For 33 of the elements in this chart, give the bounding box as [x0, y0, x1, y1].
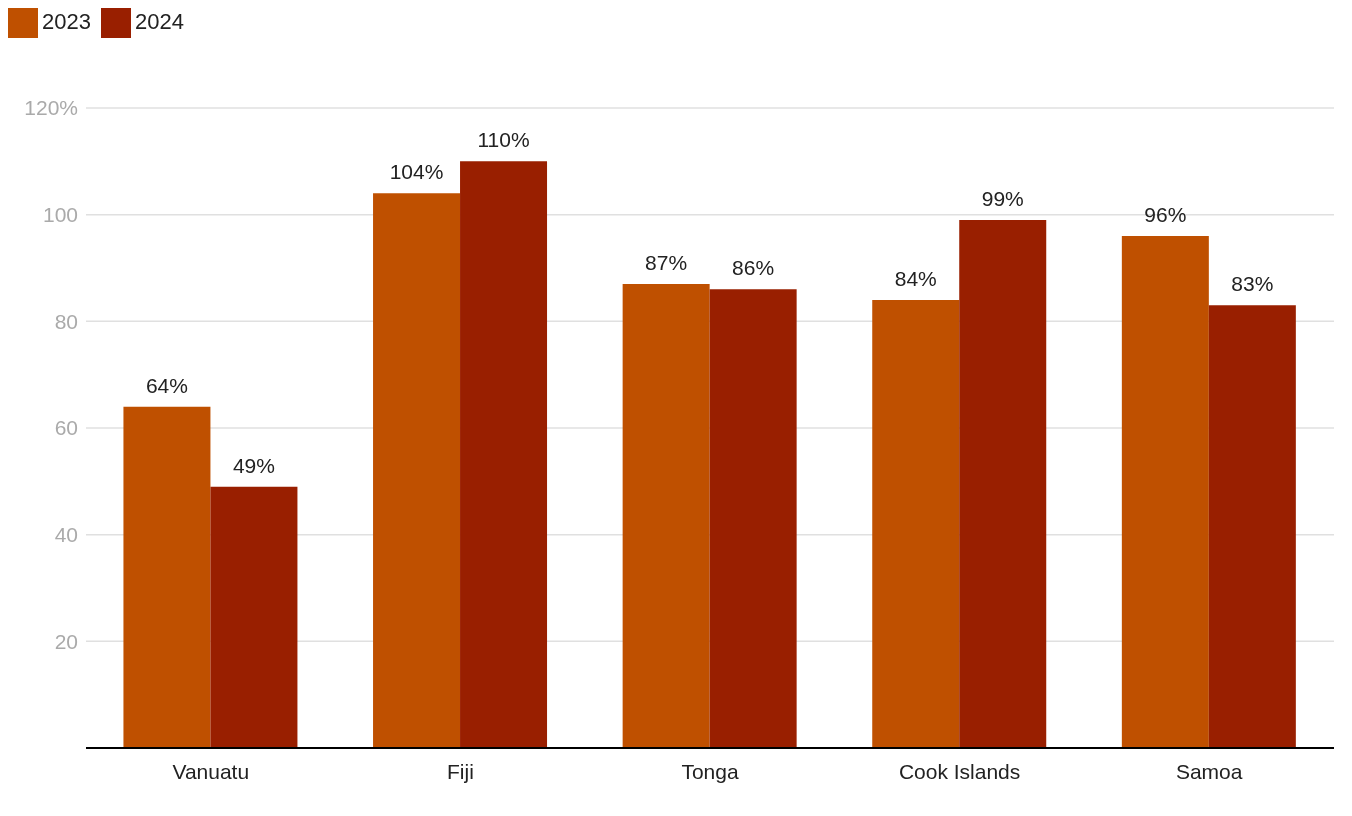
bar [622, 284, 710, 748]
bar [959, 220, 1047, 748]
x-tick-label: Vanuatu [172, 759, 250, 783]
y-tick-label: 40 [54, 523, 78, 547]
bar [460, 161, 548, 748]
y-tick-label: 120% [24, 96, 78, 120]
data-label: 86% [732, 256, 775, 280]
x-tick-label: Cook Islands [898, 759, 1021, 783]
data-label: 104% [389, 160, 444, 184]
bar [373, 193, 461, 748]
data-label: 84% [894, 267, 937, 290]
data-label: 110% [477, 128, 530, 152]
bar [123, 406, 211, 748]
bar [210, 486, 298, 748]
legend-label: 2023 [42, 8, 91, 34]
y-tick-label: 80 [54, 309, 78, 333]
bar [1208, 305, 1296, 748]
y-tick-label: 100 [42, 203, 78, 227]
x-tick-label: Tonga [681, 759, 739, 783]
bar [709, 289, 797, 748]
bar [1121, 236, 1209, 748]
data-label: 64% [145, 373, 188, 397]
x-tick-label: Fiji [446, 759, 474, 783]
y-tick-label: 20 [54, 629, 78, 653]
data-label: 96% [1144, 203, 1187, 226]
x-tick-label: Samoa [1175, 759, 1243, 783]
bar [872, 300, 960, 748]
y-tick-label: 60 [54, 416, 78, 440]
data-label: 87% [645, 251, 688, 274]
data-label: 49% [232, 453, 275, 477]
data-label: 83% [1231, 272, 1274, 296]
legend-label: 2024 [134, 8, 184, 34]
data-label: 99% [981, 187, 1024, 210]
